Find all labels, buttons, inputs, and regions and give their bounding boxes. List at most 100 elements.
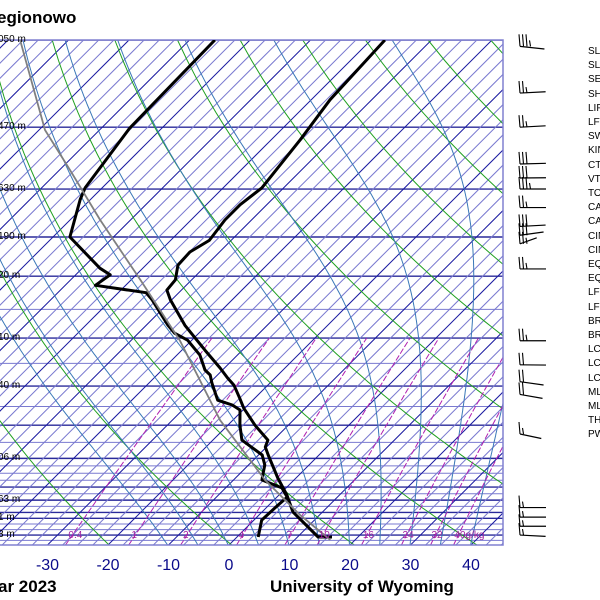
x-tick-label: -30 — [35, 557, 60, 574]
barb-feather — [521, 176, 525, 190]
isotherm-line — [213, 255, 503, 545]
barb-staff — [519, 433, 542, 440]
dry-adiabat — [0, 80, 356, 545]
barb-staff — [519, 224, 546, 228]
sounding-index-label: SHOW — [588, 88, 600, 100]
isotherm-line — [167, 209, 503, 545]
sounding-index-label: LCLV — [588, 372, 600, 384]
temperature-trace — [165, 40, 387, 539]
height-label: 050 m — [0, 34, 26, 45]
barb-feather — [518, 214, 521, 227]
barb-feather — [521, 520, 525, 527]
dry-adiabat — [239, 40, 503, 337]
sounding-index-label: VTOT — [588, 173, 600, 185]
barb-feather — [518, 115, 521, 128]
moist-adiabat — [0, 315, 169, 545]
height-label: 63 m — [0, 494, 21, 506]
barb-feather — [525, 34, 528, 47]
wind-barb — [518, 523, 546, 538]
isotherm-line — [0, 40, 160, 200]
barb-feather — [518, 165, 521, 179]
sounding-index-label: KINX — [588, 145, 600, 157]
wind-barb — [518, 176, 546, 190]
isotherm-line — [334, 376, 503, 545]
isotherm-line — [0, 40, 387, 427]
isotherm-line — [364, 406, 503, 545]
moist-adiabat — [0, 187, 229, 545]
wind-barb — [518, 514, 546, 527]
moist-adiabat — [117, 40, 350, 545]
mixing-ratio-line — [180, 337, 317, 545]
moist-adiabat — [391, 40, 475, 545]
dry-adiabat — [177, 40, 503, 410]
sounding-index-label: PWAT — [588, 429, 600, 441]
isotherm-line — [0, 40, 417, 458]
sounding-index-label: LFCV — [588, 301, 600, 313]
mixing-ratio-line — [284, 337, 411, 545]
barb-feather — [521, 115, 525, 128]
isotherm-line — [137, 179, 503, 545]
credit-label: University of Wyoming — [270, 577, 454, 596]
wind-barb — [518, 495, 546, 509]
isotherm-line — [394, 436, 503, 545]
sounding-index-label: SLAT — [588, 46, 600, 57]
height-label: 40 m — [0, 380, 21, 392]
barb-feather — [518, 505, 521, 518]
isotherm-line — [0, 40, 357, 397]
barb-feather — [525, 86, 528, 94]
wind-barb — [518, 115, 546, 128]
wind-barb — [518, 151, 546, 165]
moist-adiabat — [184, 40, 382, 545]
isotherm-line — [288, 330, 503, 545]
barb-staff — [519, 534, 546, 538]
moist-adiabat — [64, 40, 320, 545]
sounding-index-label: SLON — [588, 60, 600, 72]
height-label: 10 m — [0, 332, 21, 344]
barb-feather — [518, 195, 521, 208]
isotherm-line — [152, 194, 503, 545]
sounding-index-label: CAPE — [588, 202, 600, 214]
moist-adiabat — [0, 258, 199, 545]
isotherm-line — [0, 40, 326, 367]
barb-staff — [519, 381, 544, 386]
sounding-index-label: THTK — [588, 415, 600, 427]
isotherm-line — [349, 391, 503, 545]
barb-feather — [525, 214, 528, 227]
barb-feather — [518, 382, 521, 395]
isotherm-line — [0, 40, 175, 216]
isotherm-line — [77, 119, 503, 545]
isotherm-line — [0, 40, 115, 155]
x-tick-label: 30 — [401, 557, 420, 574]
barb-feather — [521, 34, 525, 47]
isotherm-line — [122, 164, 503, 545]
barb-feather — [518, 495, 521, 508]
sounding-index-label: CINS — [588, 230, 600, 242]
mixing-ratio-line — [236, 337, 368, 545]
height-label: 3 m — [0, 529, 15, 541]
barb-feather — [518, 256, 521, 269]
station-title: egionowo — [0, 8, 77, 27]
mixing-ratio-line — [360, 337, 479, 545]
barb-feather — [521, 528, 525, 536]
sounding-index-label: LCLT — [588, 344, 600, 356]
moist-adiabat — [470, 400, 503, 545]
barb-staff — [519, 91, 546, 94]
barb-staff — [519, 237, 537, 245]
isotherm-line — [0, 40, 130, 170]
isotherm-line — [440, 482, 503, 545]
isotherm-line — [228, 270, 503, 545]
isotherm-line — [0, 40, 342, 382]
isotherm-line — [0, 40, 100, 140]
isotherm-line — [500, 542, 503, 545]
mixing-ratio-label: 0.4 — [68, 530, 83, 541]
isotherm-line — [0, 40, 432, 473]
barb-feather — [521, 369, 525, 382]
sounding-index-label: EQLV — [588, 259, 600, 270]
wind-barb — [518, 223, 544, 236]
height-label: 1 m — [0, 512, 15, 524]
plot-frame — [0, 39, 504, 546]
dry-adiabat — [490, 40, 503, 55]
sounding-date: ar 2023 — [0, 577, 57, 596]
isotherm-line — [0, 40, 372, 412]
